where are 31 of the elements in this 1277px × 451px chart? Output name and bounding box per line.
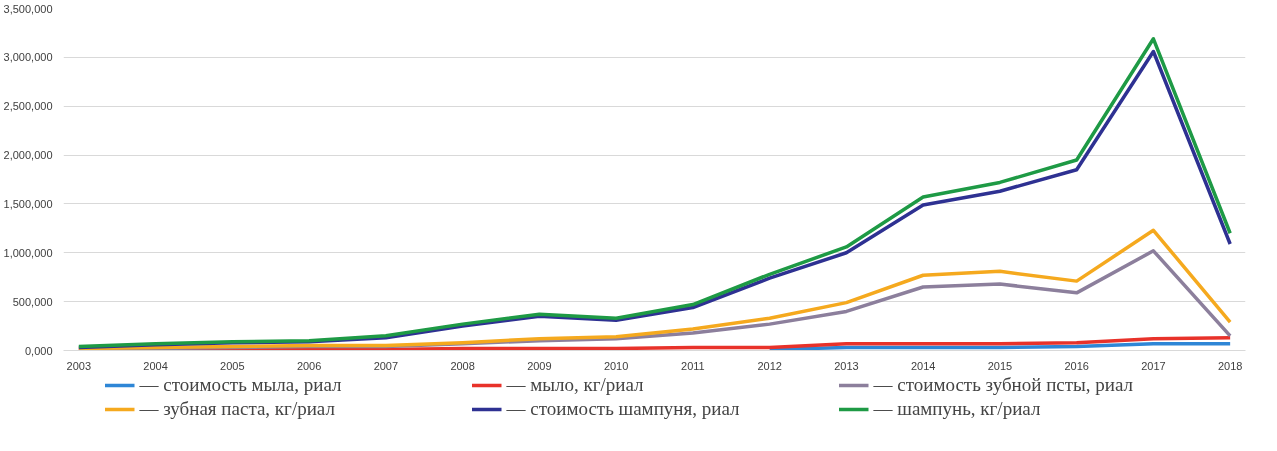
y-tick-label: 1,000,000	[3, 246, 53, 259]
legend-label: — мыло, кг/риал	[506, 374, 645, 396]
x-tick-label: 2015	[987, 359, 1013, 372]
line-series	[77, 228, 1232, 351]
x-tick-label: 2018	[1217, 359, 1243, 372]
x-tick-label: 2005	[220, 359, 245, 372]
legend-label: — шампунь, кг/риал	[873, 398, 1042, 420]
y-tick-label: 1,500,000	[3, 197, 53, 210]
x-tick-label: 2007	[373, 359, 399, 372]
legend-label: — стоимость мыла, риал	[139, 374, 343, 396]
y-tick-label: 2,500,000	[3, 100, 53, 113]
legend-label: — стоимость зубной псты, риал	[873, 374, 1135, 396]
x-tick-label: 2013	[834, 359, 859, 372]
x-tick-label: 2003	[66, 359, 92, 372]
legend-label: — зубная паста, кг/риал	[139, 398, 336, 420]
y-tick-label: 2,000,000	[3, 149, 53, 162]
x-tick-label: 2009	[527, 359, 552, 372]
x-tick-label: 2017	[1141, 359, 1166, 372]
x-tick-label: 2016	[1064, 359, 1089, 372]
x-tick-label: 2004	[143, 359, 168, 372]
y-tick-label: 500,000	[12, 295, 53, 308]
x-tick-label: 2006	[296, 359, 322, 372]
y-tick-label: 3,500,000	[3, 2, 53, 15]
y-tick-label: 3,000,000	[3, 51, 53, 64]
x-tick-label: 2012	[757, 359, 782, 372]
x-tick-label: 2010	[603, 359, 629, 372]
legend-label: — стоимость шампуня, риал	[506, 398, 741, 420]
x-tick-label: 2011	[681, 359, 705, 372]
x-tick-label: 2014	[910, 359, 936, 372]
x-tick-label: 2008	[450, 359, 475, 372]
y-tick-label: 0,000	[24, 344, 53, 357]
